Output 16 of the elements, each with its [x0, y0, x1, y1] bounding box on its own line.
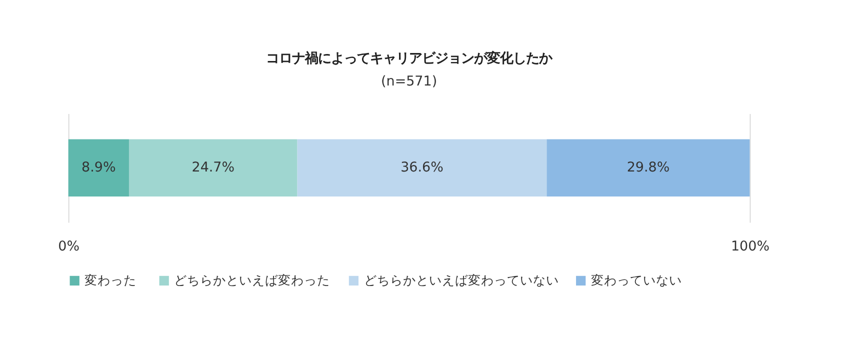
legend-label: 変わっていない [590, 272, 682, 288]
legend-label: どちらかといえば変わっていない [364, 272, 559, 288]
data-label: 8.9% [82, 160, 116, 176]
chart-title: コロナ禍によってキャリアビジョンが変化したか [266, 50, 554, 66]
legend-label: どちらかといえば変わった [174, 272, 330, 288]
x-tick-label: 100% [730, 238, 770, 255]
bar [128, 139, 298, 197]
bar [297, 139, 547, 197]
bar [546, 139, 750, 197]
chart-subtitle: (n=571) [381, 74, 438, 90]
x-tick-label: 0% [58, 238, 80, 255]
data-label: 29.8% [626, 160, 670, 176]
legend-label: 変わった [84, 272, 137, 288]
data-label: 36.6% [400, 160, 444, 176]
bar [68, 139, 129, 197]
data-label: 24.7% [192, 160, 235, 176]
